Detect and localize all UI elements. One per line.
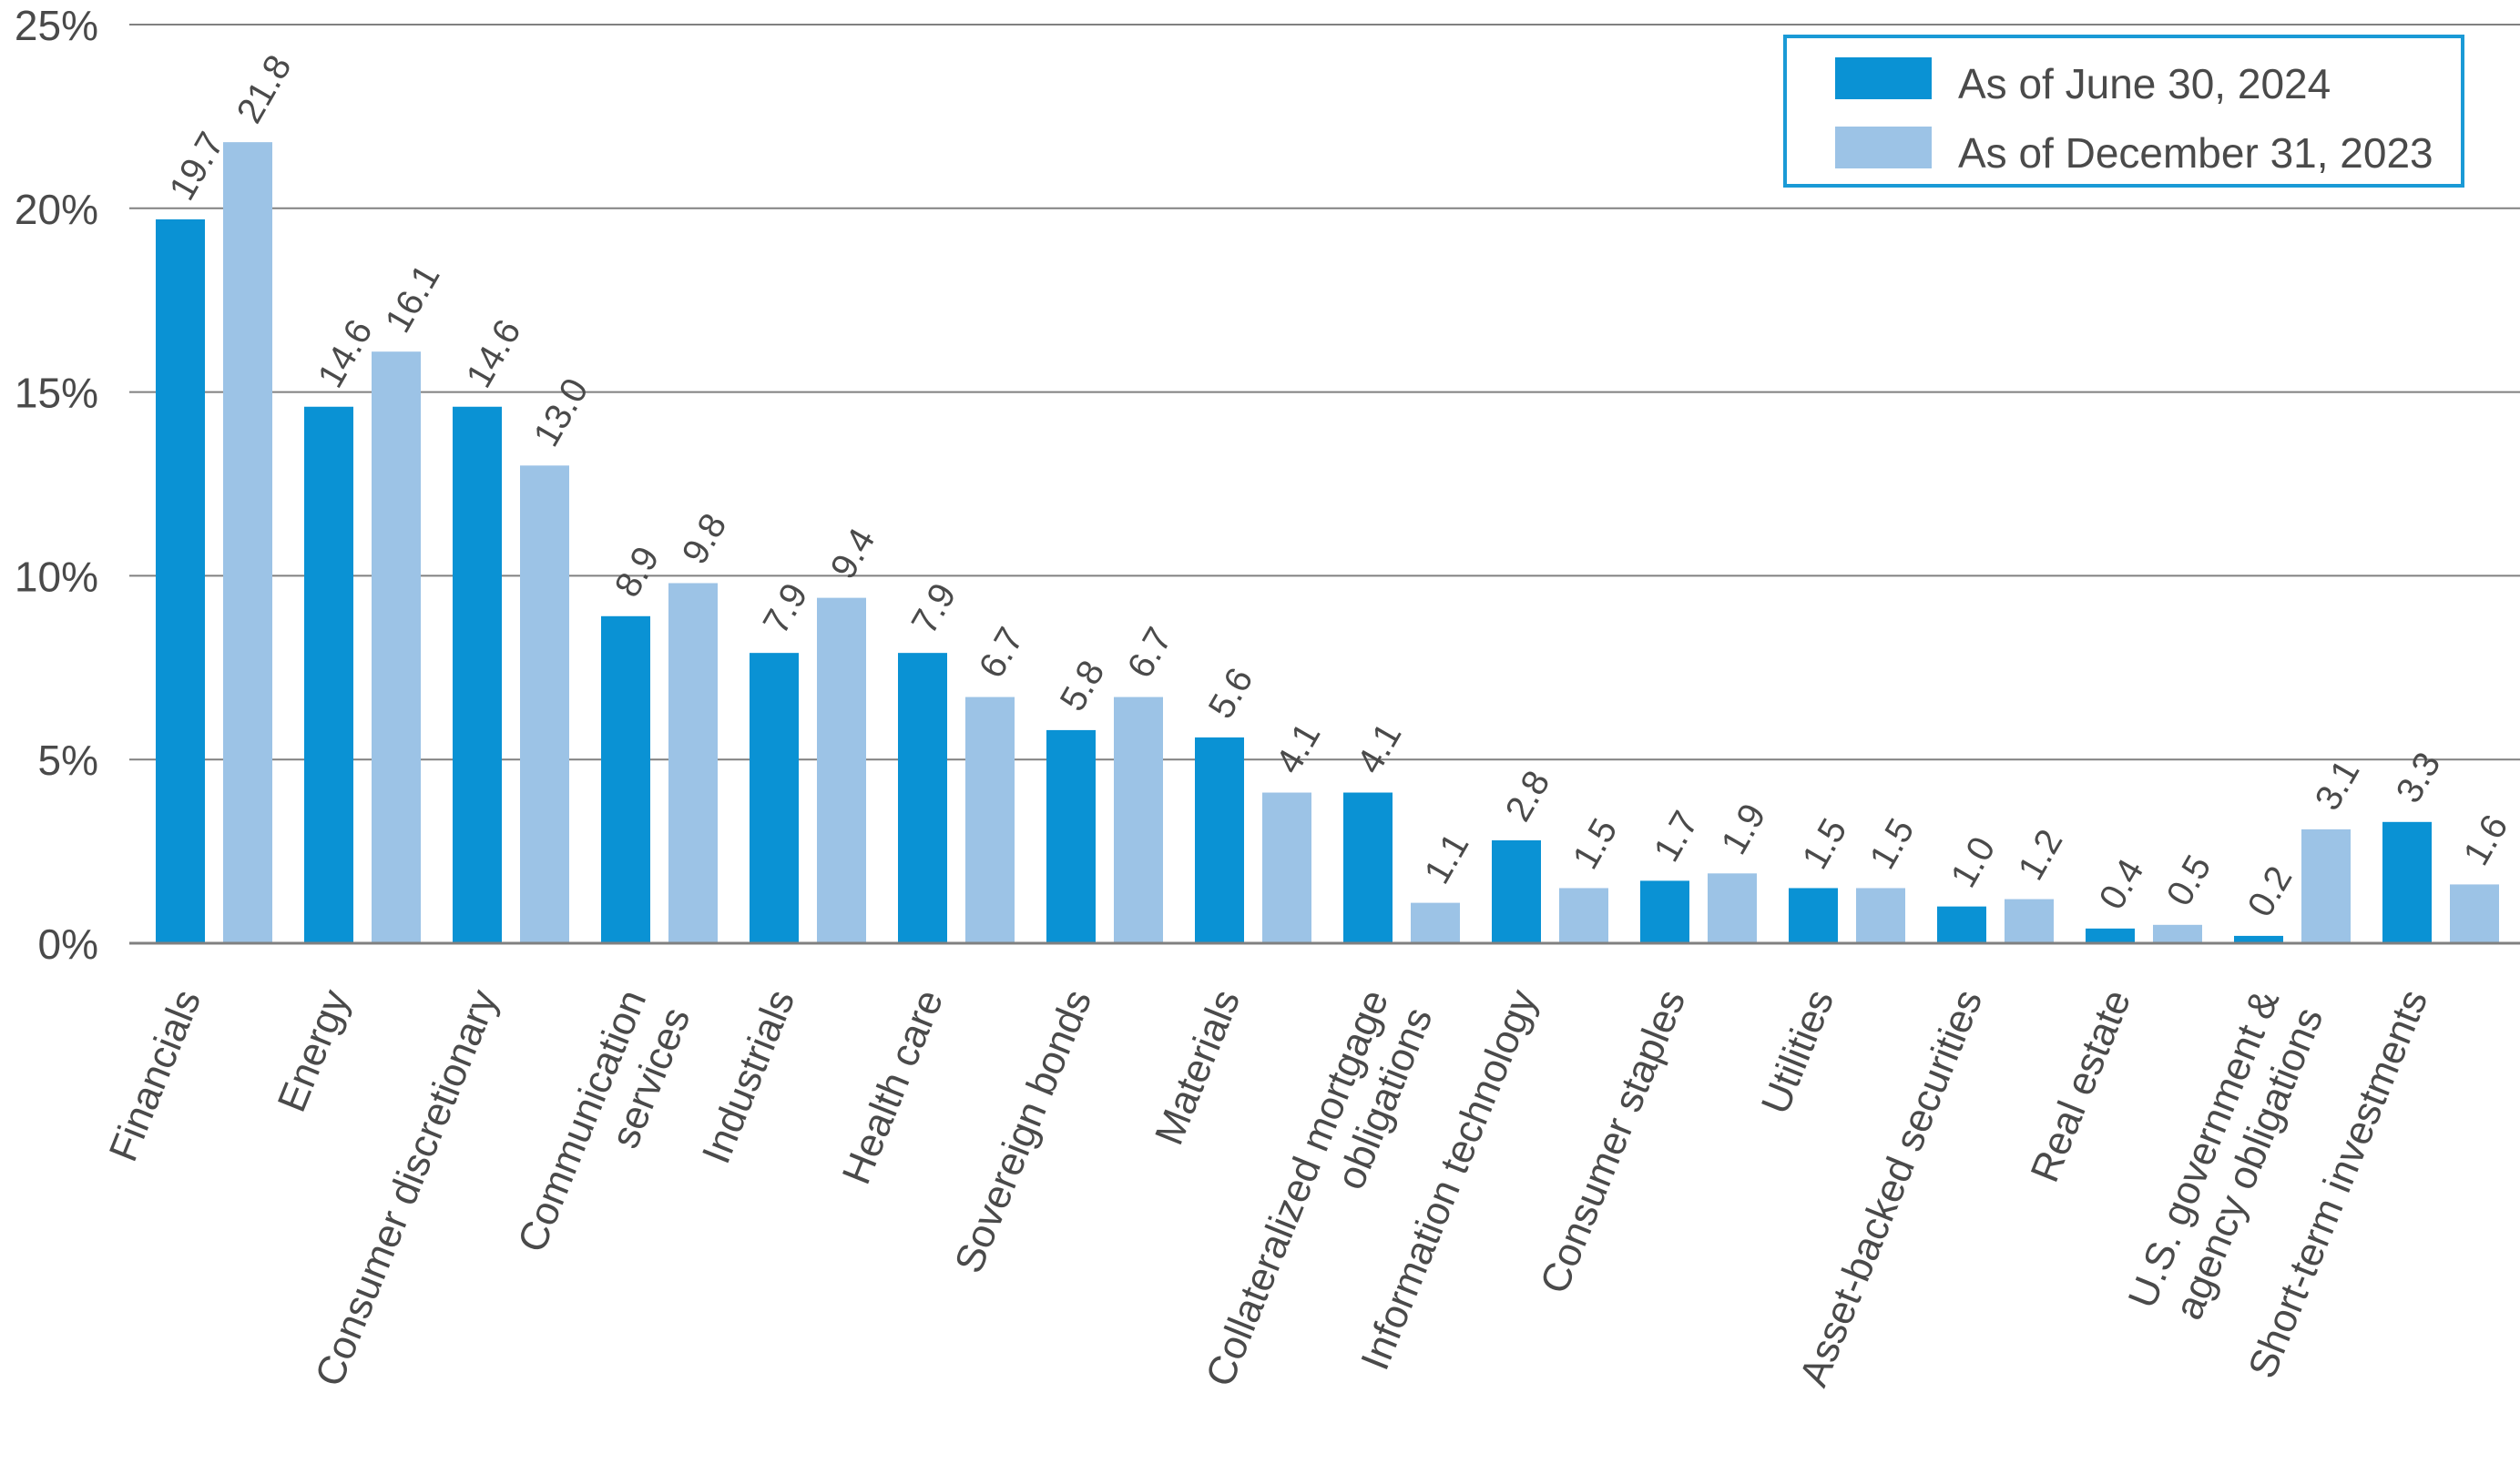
data-label: 13.0 (526, 371, 597, 452)
data-label: 0.2 (2240, 859, 2301, 923)
bar (601, 615, 650, 943)
bar (1114, 696, 1163, 943)
legend: As of June 30, 2024 As of December 31, 2… (1783, 35, 2464, 188)
bar (453, 406, 502, 943)
x-tick-label: Health care (834, 983, 953, 1190)
y-tick-label: 5% (38, 737, 98, 784)
data-label: 0.4 (2092, 852, 2152, 916)
data-label: 3.3 (2389, 746, 2449, 809)
data-label: 1.7 (1647, 805, 1707, 869)
bar (668, 583, 718, 943)
data-label: 2.8 (1498, 764, 1558, 828)
bar (1789, 888, 1838, 943)
bar (1411, 902, 1460, 943)
data-label: 9.8 (675, 507, 735, 571)
y-tick-label: 15% (15, 370, 98, 417)
bar (156, 219, 205, 943)
bars (156, 142, 2499, 944)
bar (372, 351, 421, 944)
x-tick-label: Sovereign bonds (946, 983, 1100, 1279)
legend-label-june-2024: As of June 30, 2024 (1958, 60, 2331, 107)
y-tick-label: 0% (38, 920, 98, 968)
data-label: 4.1 (1350, 717, 1410, 780)
data-label: 1.5 (1862, 812, 1923, 876)
data-label: 5.6 (1201, 661, 1261, 725)
bar (2234, 935, 2283, 943)
bar (1262, 792, 1311, 943)
data-label: 14.6 (459, 313, 529, 394)
x-tick-label: Consumer staples (1532, 983, 1694, 1299)
data-label: 19.7 (162, 126, 232, 207)
bar (2450, 884, 2499, 943)
bar (520, 465, 569, 943)
bar (304, 406, 353, 943)
x-tick-label-line: Real estate (2022, 983, 2139, 1188)
data-label: 1.9 (1714, 798, 1774, 861)
data-label: 1.0 (1944, 830, 2004, 894)
data-label: 16.1 (378, 258, 448, 339)
y-tick-label: 20% (15, 186, 98, 233)
x-tick-label-line: Utilities (1753, 983, 1843, 1120)
bar (223, 142, 272, 944)
bar (817, 597, 866, 943)
data-label: 6.7 (972, 621, 1032, 685)
x-tick-label-line: Health care (834, 983, 953, 1190)
x-tick-label: Utilities (1753, 983, 1843, 1120)
y-axis: 0% 5% 10% 15% 20% 25% (15, 2, 98, 968)
x-tick-label: Real estate (2022, 983, 2139, 1188)
y-tick-label: 25% (15, 2, 98, 49)
data-label: 4.1 (1269, 717, 1329, 780)
legend-label-december-2023: As of December 31, 2023 (1958, 129, 2433, 177)
x-tick-label-line: Materials (1147, 983, 1249, 1151)
data-label: 3.1 (2308, 753, 2368, 817)
bar (750, 653, 799, 943)
bar (1937, 906, 1986, 943)
bar (2005, 899, 2054, 943)
x-tick-label-line: Consumer staples (1532, 983, 1694, 1299)
x-tick-label: Materials (1147, 983, 1249, 1151)
bar (898, 653, 947, 943)
data-label: 0.5 (2159, 849, 2219, 912)
bar (1046, 729, 1096, 943)
bar (1195, 737, 1244, 943)
x-tick-label: Energy (270, 983, 359, 1118)
data-label: 1.6 (2456, 808, 2516, 872)
bar (1343, 792, 1393, 943)
x-tick-label-line: Energy (270, 983, 359, 1118)
x-tick-label-line: Industrials (694, 983, 804, 1169)
data-label: 7.9 (904, 576, 964, 640)
bar (2301, 829, 2351, 943)
legend-swatch-june-2024 (1835, 57, 1932, 99)
data-label: 5.8 (1053, 654, 1113, 717)
bar (1559, 888, 1608, 943)
x-tick-label: Industrials (694, 983, 804, 1169)
data-label: 1.5 (1795, 812, 1855, 876)
data-label: 6.7 (1120, 621, 1180, 685)
bar (1708, 873, 1757, 943)
y-tick-label: 10% (15, 553, 98, 600)
data-label: 8.9 (607, 540, 668, 604)
bar (2153, 924, 2202, 943)
data-label: 14.6 (311, 313, 381, 394)
data-label: 21.8 (230, 48, 300, 129)
data-label: 7.9 (756, 576, 816, 640)
legend-swatch-december-2023 (1835, 127, 1932, 168)
bar (1640, 880, 1689, 943)
bar (1492, 839, 1541, 943)
bar (965, 696, 1015, 943)
data-label: 1.5 (1566, 812, 1626, 876)
x-tick-label-line: Sovereign bonds (946, 983, 1100, 1279)
bar (2382, 821, 2432, 943)
data-label: 1.1 (1417, 827, 1477, 890)
bar (1856, 888, 1905, 943)
data-label: 1.2 (2011, 823, 2071, 887)
x-tick-label: Information technology (1352, 983, 1546, 1376)
x-tick-label-line: Information technology (1352, 983, 1546, 1376)
x-tick-label-line: Financials (101, 983, 210, 1167)
x-tick-label: Financials (101, 983, 210, 1167)
bar (2086, 928, 2135, 943)
